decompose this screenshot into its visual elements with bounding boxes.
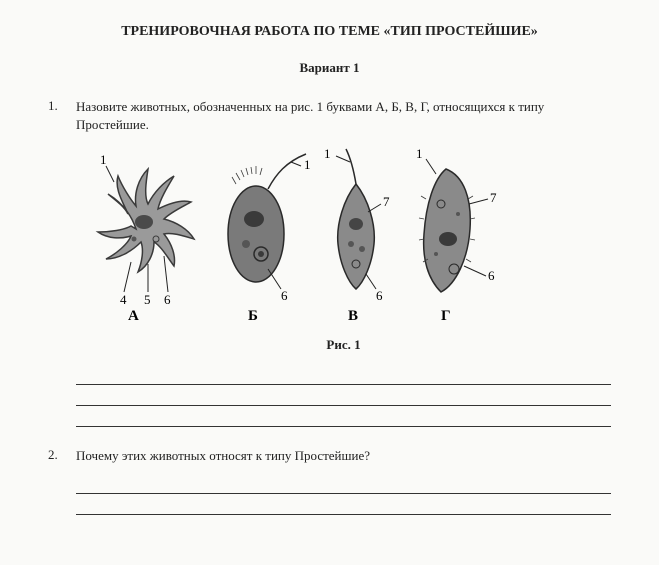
question-2-number: 2. <box>48 447 76 465</box>
organism-a-letter: А <box>128 308 139 324</box>
organism-c: 1 6 7 В <box>324 146 390 324</box>
pointer-c-1: 1 <box>324 146 331 161</box>
answer-line[interactable] <box>76 407 611 427</box>
organism-c-letter: В <box>348 308 358 324</box>
organism-d-letter: Г <box>441 308 451 324</box>
answer-line[interactable] <box>76 474 611 494</box>
pointer-a-4: 4 <box>120 292 127 307</box>
answer-lines-q1 <box>76 365 611 427</box>
figure-1-caption: Рис. 1 <box>76 337 611 353</box>
answer-line[interactable] <box>76 495 611 515</box>
worksheet-title: ТРЕНИРОВОЧНАЯ РАБОТА ПО ТЕМЕ «ТИП ПРОСТЕ… <box>48 24 611 40</box>
pointer-c-7: 7 <box>383 194 390 209</box>
pointer-b-1: 1 <box>304 157 311 172</box>
figure-1: 1 4 5 6 А <box>76 144 611 353</box>
pointer-d-6: 6 <box>488 268 495 283</box>
pointer-a-5: 5 <box>144 292 151 307</box>
answer-lines-q2 <box>76 474 611 515</box>
protists-diagram: 1 4 5 6 А <box>76 144 516 324</box>
organism-b: 1 6 Б <box>228 154 311 324</box>
question-2: 2. Почему этих животных относят к типу П… <box>48 447 611 465</box>
question-1: 1. Назовите животных, обозначенных на ри… <box>48 98 611 134</box>
answer-line[interactable] <box>76 386 611 406</box>
question-1-text: Назовите животных, обозначенных на рис. … <box>76 98 611 134</box>
pointer-b-6: 6 <box>281 288 288 303</box>
question-2-text: Почему этих животных относят к типу Прос… <box>76 447 611 465</box>
pointer-a-1: 1 <box>100 152 107 167</box>
variant-label: Вариант 1 <box>48 60 611 76</box>
answer-line[interactable] <box>76 365 611 385</box>
question-1-number: 1. <box>48 98 76 134</box>
pointer-d-7: 7 <box>490 190 497 205</box>
organism-a: 1 4 5 6 А <box>98 152 194 324</box>
pointer-d-1: 1 <box>416 146 423 161</box>
organism-d: 1 6 7 Г <box>416 146 497 324</box>
pointer-c-6: 6 <box>376 288 383 303</box>
organism-b-letter: Б <box>248 308 258 324</box>
pointer-a-6: 6 <box>164 292 171 307</box>
